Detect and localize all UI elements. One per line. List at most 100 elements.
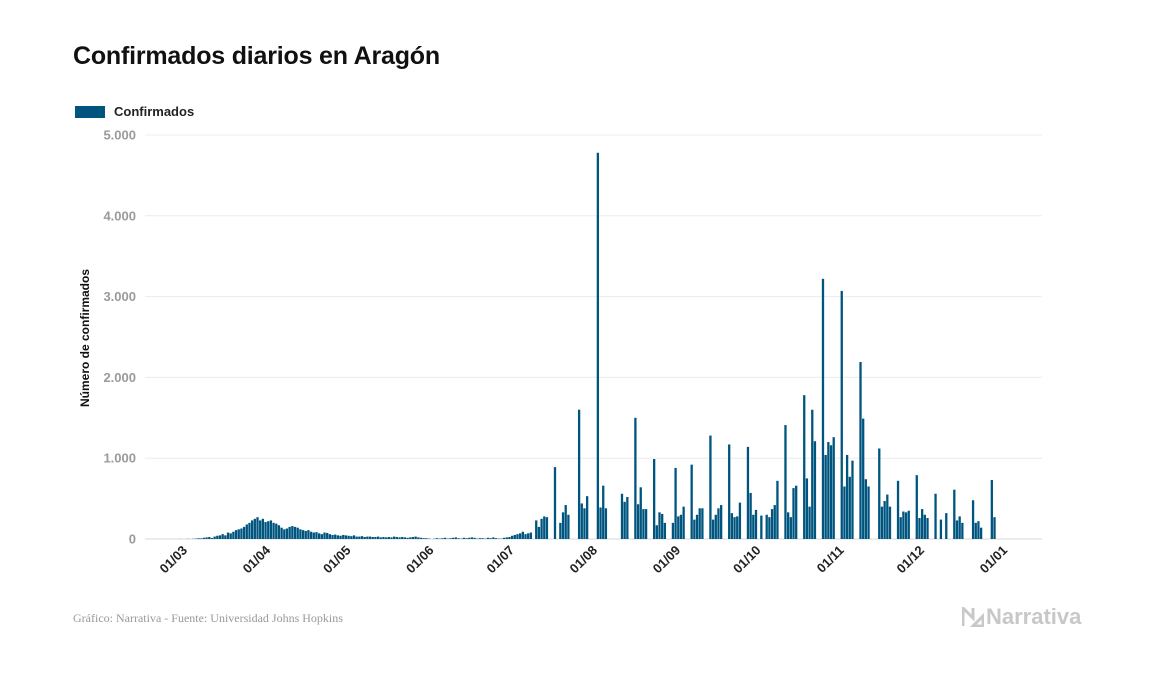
bar [242,526,246,539]
bar [626,496,629,539]
bar [939,519,943,539]
bar [331,534,334,539]
bar [202,537,206,539]
bar [829,445,833,539]
bar [494,538,498,539]
bar [677,516,680,539]
bar [749,492,752,539]
bar [915,475,918,539]
bar [425,538,428,539]
bar [754,509,758,539]
bar [275,523,278,539]
bar [232,531,235,539]
bar [224,535,227,539]
bar [283,529,286,539]
bar [312,532,315,539]
bar [291,526,294,539]
bar [240,528,243,539]
bar [409,537,412,539]
bar [543,516,546,539]
bar [379,537,382,539]
y-axis-label: Número de confirmados [78,269,92,407]
bar [880,506,884,539]
bar [773,505,776,539]
bar [411,536,415,539]
bar [583,508,586,539]
bar [299,529,302,539]
x-tick-label: 01/09 [650,543,684,577]
bar [200,538,203,539]
bar [527,533,530,539]
bar [958,516,961,539]
bar [315,532,318,539]
bar [639,487,642,539]
bar [977,521,980,539]
bar [921,509,924,539]
bar [390,537,393,539]
bar [896,480,900,539]
bar [473,537,476,539]
bar [848,476,851,539]
bar [478,538,482,539]
bar [339,535,342,539]
bar [334,534,337,539]
bar [845,454,849,539]
bar [693,519,696,539]
bar [711,519,715,539]
bar [371,536,374,539]
bar [374,536,377,539]
x-tick-label: 01/10 [730,543,764,577]
chart-title: Confirmados diarios en Aragón [73,42,440,70]
bar [285,528,289,539]
x-tick-label: 01/12 [894,543,928,577]
bar [604,508,608,539]
bar [234,530,238,539]
bar [259,520,262,539]
bar [878,448,881,539]
bar [789,517,792,539]
bar [529,532,533,539]
bar [658,512,661,539]
bar [644,509,648,539]
bar [376,536,380,539]
bar [358,536,361,539]
bar [695,514,699,539]
x-tick-label: 01/01 [977,543,1011,577]
x-tick-label: 01/05 [320,543,354,577]
y-tick-label: 0 [129,532,136,547]
bar [714,514,717,539]
bar [934,493,937,539]
bar [738,502,742,539]
bar [328,534,332,539]
bar [661,513,664,539]
bar [795,485,798,539]
bar [803,395,806,539]
bar [318,533,321,539]
bar [261,518,265,539]
bar [296,527,299,539]
bar [867,486,870,539]
bar [336,535,340,539]
bar [237,529,240,539]
bar [832,437,835,539]
x-tick-label: 01/06 [403,543,437,577]
bar [401,536,404,539]
bar [269,520,273,539]
bar [293,526,297,539]
bar [406,537,409,539]
bar [309,531,313,539]
bar [417,537,420,539]
bar [776,480,779,539]
bar [690,464,693,539]
bar [304,530,307,539]
bar [674,467,677,539]
bar [385,537,388,539]
bar [821,278,825,539]
bar [961,522,964,539]
x-tick-label: 01/07 [483,543,517,577]
bar [540,518,543,539]
bar [709,435,712,539]
bar [746,446,750,539]
bar [784,425,787,539]
bar [307,530,310,539]
